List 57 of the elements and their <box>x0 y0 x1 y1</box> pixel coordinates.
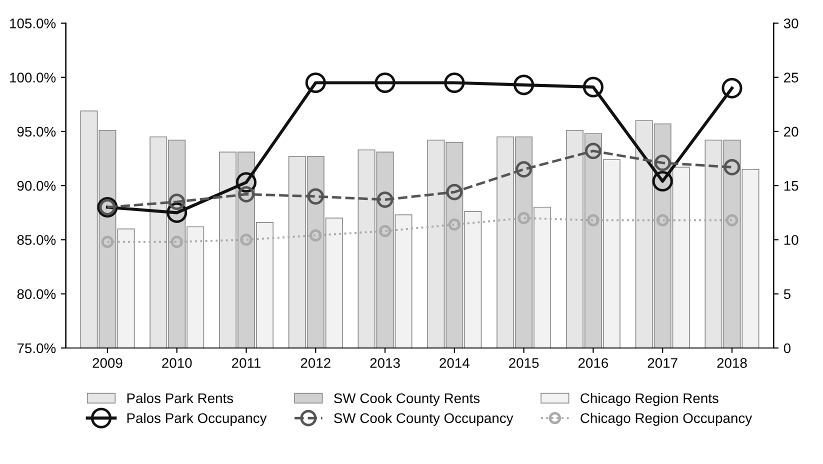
point <box>374 72 396 94</box>
y-tick-label: 80.0% <box>17 289 56 300</box>
x-tick-label: 2012 <box>300 358 330 368</box>
point <box>587 214 600 226</box>
point <box>444 72 465 94</box>
y2-tick-label: 30 <box>784 18 798 28</box>
point <box>518 212 530 224</box>
legend-label: Chicago Region Rents <box>580 392 718 406</box>
point <box>170 236 183 248</box>
x-tick-label: 2009 <box>92 358 122 368</box>
point <box>310 229 322 242</box>
point <box>376 191 394 208</box>
y-tick-label: 105.0% <box>10 18 56 28</box>
point <box>378 224 392 238</box>
x-tick-label: 2018 <box>717 358 747 368</box>
x-tick-label: 2014 <box>440 358 470 368</box>
point <box>305 72 326 94</box>
y2-tick-label: 20 <box>784 126 798 137</box>
x-tick-label: 2011 <box>232 358 261 368</box>
point <box>585 142 602 160</box>
point <box>101 236 114 248</box>
point <box>168 194 186 210</box>
point <box>307 188 324 205</box>
point <box>654 154 671 172</box>
x-tick-label: 2013 <box>370 358 400 368</box>
point <box>446 184 463 200</box>
y-tick-label: 100.0% <box>10 72 56 83</box>
point <box>656 214 669 226</box>
x-tick-label: 2010 <box>162 358 192 368</box>
y2-tick-label: 10 <box>784 235 798 245</box>
y2-tick-label: 15 <box>784 181 798 191</box>
point <box>240 234 252 246</box>
point <box>516 161 532 178</box>
legend-label: Chicago Region Occupancy <box>580 412 752 426</box>
point <box>448 218 461 231</box>
legend-label: Palos Park Occupancy <box>127 412 267 426</box>
x-tick-label: 2015 <box>509 358 539 368</box>
point <box>652 170 673 192</box>
y2-tick-label: 5 <box>784 289 790 300</box>
point <box>582 76 604 98</box>
point <box>722 78 742 98</box>
y-tick-label: 75.0% <box>17 343 56 354</box>
y2-tick-label: 0 <box>784 343 791 354</box>
x-tick-label: 2017 <box>648 358 678 368</box>
point <box>726 214 738 226</box>
point <box>236 172 257 193</box>
point <box>724 159 740 176</box>
legend-label: SW Cook County Rents <box>334 392 480 406</box>
y-tick-label: 95.0% <box>17 126 56 137</box>
y2-tick-label: 25 <box>784 72 798 83</box>
y-tick-label: 90.0% <box>17 180 56 191</box>
y-tick-label: 85.0% <box>17 235 56 245</box>
legend-label: Palos Park Rents <box>127 392 234 404</box>
legend-label: SW Cook County Occupancy <box>334 412 514 426</box>
point <box>238 186 254 202</box>
point <box>514 74 534 96</box>
x-tick-label: 2016 <box>578 358 608 368</box>
